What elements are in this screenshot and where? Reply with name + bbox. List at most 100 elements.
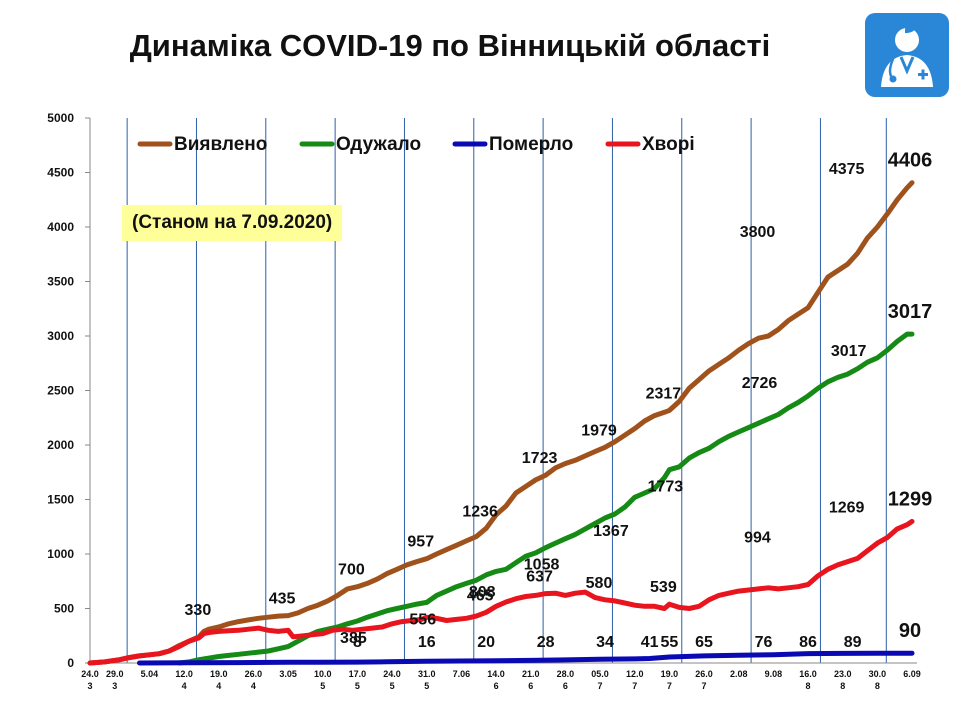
x-tick-label-line2: 4 <box>182 681 187 691</box>
x-tick-label-line2: 8 <box>875 681 880 691</box>
data-label: 89 <box>844 634 862 651</box>
doctor-icon <box>881 27 933 87</box>
y-tick-label: 2000 <box>47 438 74 452</box>
x-tick-label: 12.0 <box>626 669 644 679</box>
y-tick-label: 1000 <box>47 547 74 561</box>
series-line <box>137 650 915 666</box>
data-label: 1058 <box>524 557 560 574</box>
x-tick-label-line2: 8 <box>806 681 811 691</box>
y-tick-label: 4000 <box>47 220 74 234</box>
data-label: 4406 <box>888 150 933 172</box>
x-tick-label: 26.0 <box>245 669 263 679</box>
x-tick-label: 21.0 <box>522 669 540 679</box>
x-tick-label: 10.0 <box>314 669 332 679</box>
y-tick-label: 3000 <box>47 329 74 343</box>
data-label: 34 <box>596 634 614 651</box>
data-label: 385 <box>340 630 367 647</box>
x-tick-label: 28.0 <box>557 669 575 679</box>
doctor-logo <box>865 13 949 97</box>
x-tick-label-line2: 6 <box>563 681 568 691</box>
x-tick-label: 9.08 <box>765 669 783 679</box>
y-tick-label: 5000 <box>47 111 74 125</box>
x-tick-label-line2: 6 <box>494 681 499 691</box>
data-label: 20 <box>477 634 495 651</box>
data-label: 55 <box>660 634 678 651</box>
series-line <box>87 518 915 666</box>
x-tick-label: 12.0 <box>175 669 193 679</box>
x-tick-label-line2: 5 <box>355 681 360 691</box>
x-tick-label: 19.0 <box>661 669 679 679</box>
x-tick-label-line2: 8 <box>840 681 845 691</box>
data-label: 1367 <box>593 523 629 540</box>
x-tick-label: 29.0 <box>106 669 124 679</box>
data-label: 3017 <box>831 343 867 360</box>
page-title: Динаміка COVID-19 по Вінницькій області <box>129 28 771 63</box>
date-note: (Станом на 7.09.2020) <box>122 205 343 241</box>
annotation-layer: 330 435 700 957 1236 1723 1979 2317 3800 4375 4406… <box>185 150 933 651</box>
data-label: 700 <box>338 562 365 579</box>
x-tick-label: 19.0 <box>210 669 228 679</box>
y-tick-label: 500 <box>54 602 74 616</box>
x-tick-label-line2: 5 <box>390 681 395 691</box>
data-label: 556 <box>409 611 436 628</box>
data-label: 637 <box>526 569 553 586</box>
x-tick-label: 05.0 <box>591 669 609 679</box>
legend-label: Померло <box>489 134 573 155</box>
x-tick-label: 31.0 <box>418 669 436 679</box>
data-label: 1979 <box>581 422 617 439</box>
data-label: 2726 <box>742 375 778 392</box>
x-tick-label-line2: 7 <box>632 681 637 691</box>
x-tick-label-line2: 6 <box>528 681 533 691</box>
legend-label: Хворі <box>642 134 695 155</box>
x-tick-label: 17.0 <box>349 669 367 679</box>
data-label: 1773 <box>648 479 684 496</box>
data-label: 2317 <box>646 385 682 402</box>
data-label: 580 <box>586 575 613 592</box>
data-label: 16 <box>418 634 436 651</box>
x-tick-label-line2: 3 <box>87 681 92 691</box>
x-tick-label: 2.08 <box>730 669 748 679</box>
x-tick-label-line2: 7 <box>598 681 603 691</box>
x-tick-label: 24.0 <box>383 669 401 679</box>
x-tick-label-line2: 7 <box>702 681 707 691</box>
y-tick-label: 0 <box>67 656 74 670</box>
data-label: 8 <box>353 634 362 651</box>
x-tick-label: 6.09 <box>903 669 921 679</box>
data-label: 28 <box>537 634 555 651</box>
data-label: 808 <box>469 584 496 601</box>
x-tick-label: 23.0 <box>834 669 852 679</box>
data-label: 330 <box>185 602 212 619</box>
data-label: 1236 <box>462 503 498 520</box>
x-tick-label-line2: 5 <box>424 681 429 691</box>
data-label: 4375 <box>829 161 865 178</box>
data-label: 994 <box>744 530 771 547</box>
x-tick-label-line2: 5 <box>320 681 325 691</box>
data-label: 1269 <box>829 500 865 517</box>
legend-label: Одужало <box>336 134 421 155</box>
data-label: 435 <box>269 591 296 608</box>
series-layer <box>87 180 915 666</box>
y-tick-label: 1500 <box>47 493 74 507</box>
data-label: 86 <box>799 634 817 651</box>
y-tick-label: 2500 <box>47 384 74 398</box>
data-label: 957 <box>407 534 434 551</box>
x-tick-label: 30.0 <box>869 669 887 679</box>
x-tick-label: 24.0 <box>81 669 99 679</box>
series-line <box>176 331 915 666</box>
data-label: 90 <box>899 620 921 642</box>
x-tick-label: 5.04 <box>141 669 159 679</box>
x-tick-label-line2: 7 <box>667 681 672 691</box>
x-tick-label: 7.06 <box>453 669 471 679</box>
legend: Виявлено Одужало Померло Хворі <box>137 134 695 155</box>
data-label: 1299 <box>888 488 933 510</box>
data-label: 1723 <box>522 450 558 467</box>
data-label: 65 <box>695 634 713 651</box>
x-tick-label: 14.0 <box>487 669 505 679</box>
data-label: 41 <box>641 634 659 651</box>
x-tick-label: 26.0 <box>695 669 713 679</box>
data-label: 3017 <box>888 301 933 323</box>
x-tick-label: 3.05 <box>279 669 297 679</box>
data-label: 465 <box>467 587 494 604</box>
data-label: 76 <box>755 634 773 651</box>
